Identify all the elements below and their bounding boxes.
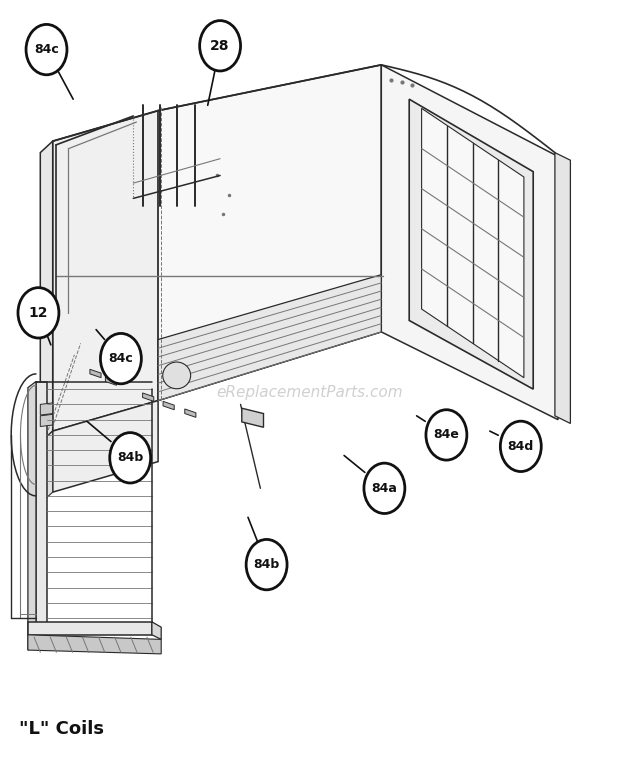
Polygon shape	[53, 111, 158, 431]
Circle shape	[100, 333, 141, 384]
Polygon shape	[90, 369, 101, 378]
Circle shape	[26, 24, 67, 75]
Polygon shape	[242, 408, 264, 427]
Text: 28: 28	[210, 39, 230, 53]
Circle shape	[200, 21, 241, 71]
Text: eReplacementParts.com: eReplacementParts.com	[216, 385, 404, 401]
Text: 84b: 84b	[254, 558, 280, 571]
Polygon shape	[422, 108, 524, 378]
Polygon shape	[40, 403, 53, 415]
Ellipse shape	[162, 362, 190, 389]
Text: 84d: 84d	[508, 439, 534, 453]
Text: 84b: 84b	[117, 451, 143, 465]
Polygon shape	[158, 275, 381, 401]
Polygon shape	[36, 382, 46, 645]
Text: 84e: 84e	[433, 428, 459, 442]
Polygon shape	[143, 393, 154, 401]
Text: 84c: 84c	[34, 43, 59, 56]
Text: "L" Coils: "L" Coils	[19, 720, 104, 738]
Polygon shape	[105, 377, 117, 385]
Polygon shape	[40, 414, 53, 427]
Text: 84c: 84c	[108, 352, 133, 365]
Polygon shape	[40, 431, 53, 504]
Polygon shape	[555, 153, 570, 423]
Polygon shape	[185, 409, 196, 417]
Circle shape	[18, 288, 59, 338]
Circle shape	[426, 410, 467, 460]
Polygon shape	[409, 99, 533, 389]
Circle shape	[246, 539, 287, 590]
Polygon shape	[40, 141, 53, 443]
Polygon shape	[152, 622, 161, 639]
Polygon shape	[53, 401, 158, 492]
Circle shape	[500, 421, 541, 472]
Circle shape	[110, 433, 151, 483]
Text: 84a: 84a	[371, 481, 397, 495]
Polygon shape	[163, 401, 174, 410]
Text: 12: 12	[29, 306, 48, 320]
Polygon shape	[158, 65, 381, 401]
Polygon shape	[28, 382, 36, 650]
Polygon shape	[28, 635, 161, 654]
Polygon shape	[28, 622, 152, 635]
Circle shape	[364, 463, 405, 513]
Polygon shape	[381, 65, 558, 420]
